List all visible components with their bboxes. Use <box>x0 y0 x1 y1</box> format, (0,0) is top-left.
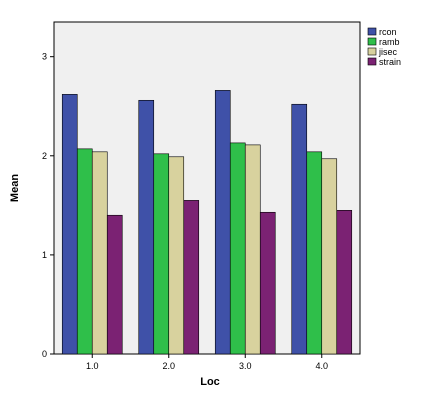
bar-strain-2-0 <box>183 200 200 355</box>
bar-strain-4-0 <box>336 209 353 355</box>
y-axis: 0 1 2 3 <box>42 52 54 359</box>
bar-strain-1-0 <box>106 214 123 355</box>
y-tick-label: 1 <box>42 250 47 260</box>
y-tick-label: 0 <box>42 349 47 359</box>
bar-rcon-4-0 <box>291 103 308 355</box>
bar-strain-3-0 <box>259 211 276 355</box>
legend-label-ramb: ramb <box>379 37 400 47</box>
bar-ramb-3-0 <box>229 142 246 355</box>
x-tick-label: 4.0 <box>315 361 328 371</box>
y-tick-label: 2 <box>42 151 47 161</box>
bar-rcon-2-0 <box>138 99 155 355</box>
legend-label-rcon: rcon <box>379 27 397 37</box>
x-tick-label: 2.0 <box>162 361 175 371</box>
legend-label-strain: strain <box>379 57 401 67</box>
bars-group <box>61 90 353 355</box>
legend-swatch-ramb <box>367 37 377 46</box>
bar-ramb-1-0 <box>76 148 93 355</box>
legend-swatch-jisec <box>367 47 377 56</box>
y-tick-label: 3 <box>42 52 47 62</box>
legend-swatch-rcon <box>367 27 377 36</box>
bar-rcon-1-0 <box>61 94 78 355</box>
bar-rcon-3-0 <box>214 90 231 355</box>
bar-jisec-4-0 <box>321 158 338 355</box>
x-tick-label: 1.0 <box>86 361 99 371</box>
legend-swatch-strain <box>367 57 377 66</box>
y-axis-title: Mean <box>9 174 21 202</box>
x-tick-label: 3.0 <box>239 361 252 371</box>
legend-label-jisec: jisec <box>378 47 398 57</box>
bar-jisec-3-0 <box>244 144 261 355</box>
bar-ramb-2-0 <box>153 153 170 355</box>
bar-jisec-2-0 <box>168 156 185 355</box>
bar-jisec-1-0 <box>91 151 108 355</box>
x-axis: 1.0 2.0 3.0 4.0 <box>86 354 328 371</box>
bar-ramb-4-0 <box>306 151 323 355</box>
x-axis-title: Loc <box>200 376 220 388</box>
